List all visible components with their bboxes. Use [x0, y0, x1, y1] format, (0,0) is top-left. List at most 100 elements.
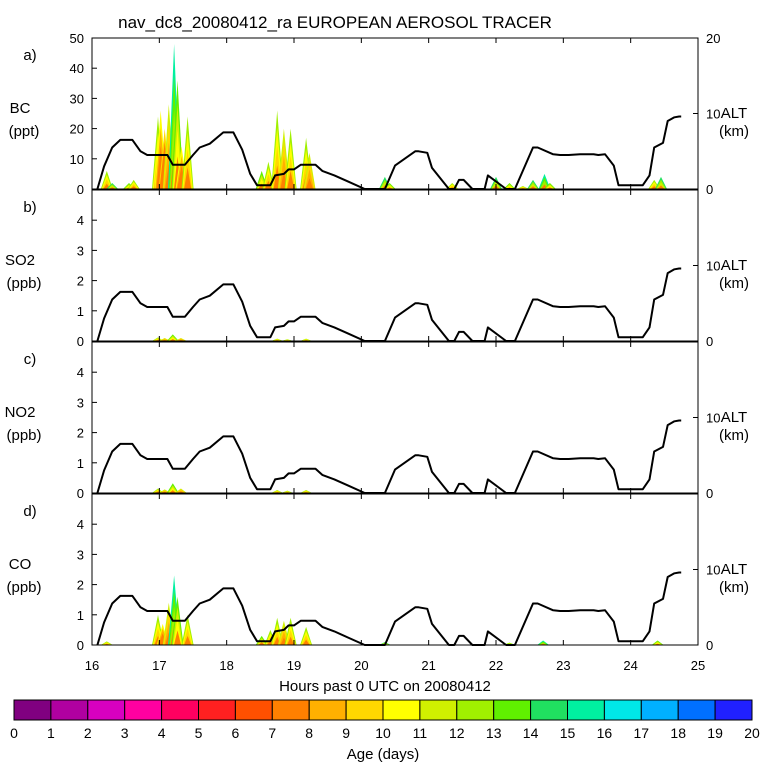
species-unit: (ppb): [6, 275, 41, 292]
colorbar-tick-label: 15: [560, 725, 576, 741]
y-tick-label: 1: [77, 304, 84, 319]
colorbar-tick-label: 20: [744, 725, 760, 741]
tracer-series: [152, 334, 313, 341]
colorbar-label: Age (days): [347, 746, 420, 763]
colorbar-swatch: [640, 699, 679, 721]
colorbar-tick-label: 16: [597, 725, 613, 741]
colorbar-swatch: [493, 699, 532, 721]
tracer-peak: [174, 630, 182, 645]
colorbar-swatch: [345, 699, 384, 721]
alt-axis-unit: (km): [719, 579, 749, 596]
altitude-line: [96, 571, 682, 646]
colorbar-tick-label: 3: [121, 725, 129, 741]
species-label: SO2: [5, 252, 35, 269]
panel-id: b): [23, 199, 36, 216]
panel-co: 0 1 2 3 4 0 10 d) CO (ppb) ALT(km): [6, 493, 749, 653]
x-tick-label: 21: [421, 658, 435, 673]
colorbar-tick-label: 9: [342, 725, 350, 741]
colorbar-swatch: [308, 699, 347, 721]
colorbar-swatch: [234, 699, 273, 721]
colorbar-tick-label: 0: [10, 725, 18, 741]
colorbar-swatch: [530, 699, 568, 721]
y-tick-label: 0: [77, 182, 84, 197]
colorbar-tick-label: 7: [268, 725, 276, 741]
x-tick-label: 24: [623, 658, 637, 673]
x-tick-label: 25: [691, 658, 705, 673]
y-tick-label: 0: [77, 334, 84, 349]
y-tick-label: 3: [77, 547, 84, 562]
colorbar-tick-label: 17: [634, 725, 650, 741]
colorbar-tick-label: 11: [413, 725, 428, 741]
panel-no2: 0 1 2 3 4 0 10 c) NO2 (ppb) ALT(km): [5, 341, 749, 501]
species-unit: (ppb): [6, 427, 41, 444]
y-tick-label: 4: [77, 365, 84, 380]
colorbar-tick-label: 4: [158, 725, 166, 741]
panel-so2: 0 1 2 3 4 0 10 b) SO2 (ppb) ALT(km): [5, 189, 749, 349]
alt-axis-label: ALT: [721, 105, 747, 122]
colorbar-tick-label: 18: [670, 725, 686, 741]
colorbar-tick-label: 12: [449, 725, 465, 741]
x-tick-label: 23: [556, 658, 570, 673]
alt-axis-label: ALT: [721, 257, 747, 274]
panel-id: c): [24, 351, 37, 368]
species-label: NO2: [5, 404, 36, 421]
y-tick-label: 4: [77, 517, 84, 532]
alt-tick-label: 0: [706, 182, 713, 197]
species-unit: (ppt): [9, 123, 40, 140]
species-label: CO: [9, 556, 32, 573]
colorbar-swatch: [567, 699, 605, 721]
panels: 0102030405001020a)BC(ppt)ALT(km)01234010…: [5, 31, 749, 673]
tracer-peak: [529, 186, 537, 189]
y-tick-label: 50: [70, 31, 84, 46]
panel-id: d): [23, 503, 36, 520]
alt-axis-unit: (km): [719, 427, 749, 444]
y-tick-label: 3: [77, 243, 84, 258]
y-tick-label: 0: [77, 638, 84, 653]
panel-bc: 0 10 20 30 40 50 0 10 20 a) BC (ppt) ALT(km): [9, 31, 749, 197]
y-tick-label: 10: [70, 152, 84, 167]
chart-title: nav_dc8_20080412_ra EUROPEAN AEROSOL TRA…: [118, 13, 552, 32]
altitude-line: [96, 267, 682, 342]
species-unit: (ppb): [6, 579, 41, 596]
alt-tick-label: 10: [706, 563, 720, 578]
colorbar-tick-label: 6: [232, 725, 240, 741]
y-tick-label: 1: [77, 608, 84, 623]
colorbar-swatch: [714, 699, 753, 721]
x-tick-label: 16: [85, 658, 99, 673]
x-tick-label: 22: [489, 658, 503, 673]
alt-tick-label: 10: [706, 107, 720, 122]
x-tick-label: 20: [354, 658, 368, 673]
tracer-peak: [302, 639, 310, 645]
colorbar-swatch: [271, 699, 310, 721]
colorbar-swatch: [677, 699, 716, 721]
colorbar-tick-label: 14: [523, 725, 539, 741]
alt-axis-label: ALT: [721, 561, 747, 578]
colorbar-swatch: [161, 699, 200, 721]
y-tick-label: 20: [70, 122, 84, 137]
alt-axis-label: ALT: [721, 409, 747, 426]
y-tick-label: 2: [77, 578, 84, 593]
colorbar-swatch: [382, 699, 421, 721]
colorbar: 0 1 2 3 4 5 6 7 8 9 10 11 12 13 14 15 16 17 18 19 20: [10, 699, 760, 741]
alt-tick-label: 20: [706, 31, 720, 46]
y-tick-label: 1: [77, 456, 84, 471]
colorbar-tick-label: 2: [84, 725, 92, 741]
x-tick-label: 17: [152, 658, 166, 673]
colorbar-swatch: [13, 699, 52, 721]
altitude-line: [96, 419, 682, 494]
y-tick-label: 2: [77, 274, 84, 289]
alt-tick-label: 0: [706, 334, 713, 349]
tracer-series: [100, 575, 664, 645]
alt-tick-label: 10: [706, 259, 720, 274]
colorbar-swatch: [87, 699, 126, 721]
colorbar-tick-label: 1: [47, 725, 55, 741]
alt-axis-unit: (km): [719, 275, 749, 292]
y-tick-label: 0: [77, 486, 84, 501]
colorbar-swatch: [603, 699, 642, 721]
colorbar-tick-label: 13: [486, 725, 502, 741]
y-tick-label: 30: [70, 91, 84, 106]
colorbar-swatch: [124, 699, 163, 721]
tracer-series: [152, 483, 313, 493]
x-tick-label: 18: [219, 658, 233, 673]
